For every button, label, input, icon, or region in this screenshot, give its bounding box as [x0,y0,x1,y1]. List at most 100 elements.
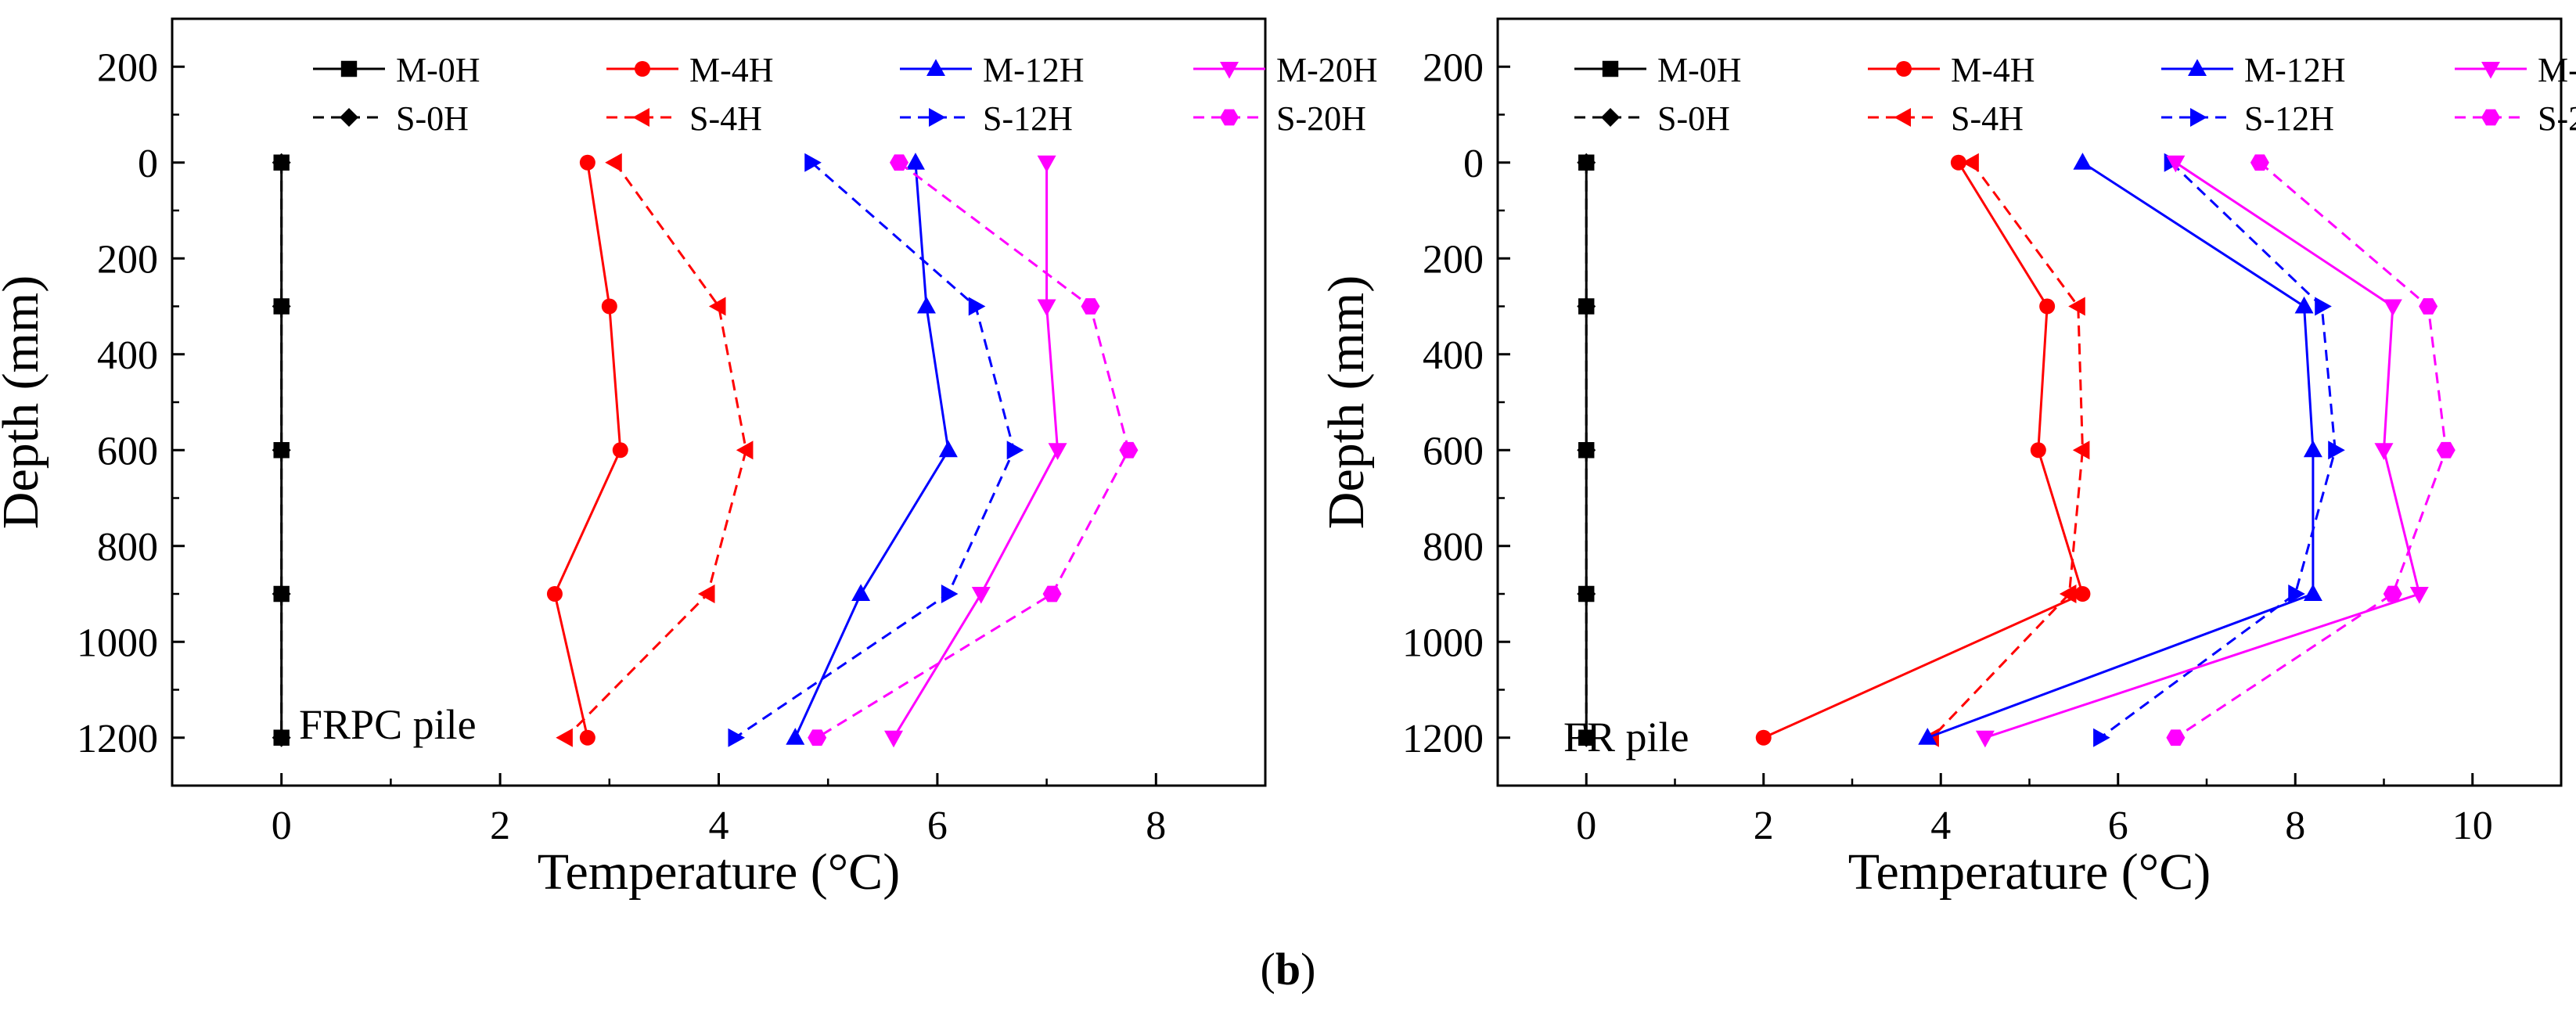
y-tick-label: 800 [97,525,158,570]
data-point-m-20h [1037,299,1056,317]
x-tick-label: 8 [1146,804,1166,848]
data-point-s-0h [272,153,291,172]
legend-label-m-12h: M-12H [2244,51,2346,89]
data-point-m-12h [1918,728,1937,745]
data-point-s-0h [1577,728,1596,747]
data-point-s-12h [1006,441,1024,460]
data-point-s-4h [605,153,622,172]
data-point-m-4h [601,298,617,315]
series-s-20h [2166,154,2455,746]
y-tick-label: 600 [97,429,158,473]
data-point-s-4h [2068,297,2085,316]
data-point-m-12h [905,153,925,170]
series-m-20h [884,155,1067,748]
legend-marker-s-20h [1220,109,1239,126]
figure-label: (b) [1261,944,1316,995]
data-point-m-12h [2303,584,2322,601]
x-tick-label: 2 [490,804,510,848]
data-point-s-4h [2059,585,2077,603]
data-point-s-12h [2328,441,2345,460]
x-tick-label: 10 [2452,804,2493,848]
data-point-s-4h [2072,441,2090,460]
data-point-s-12h [2315,297,2332,316]
series-line-m-20h [892,162,1060,739]
data-point-s-0h [272,585,291,603]
y-tick-label: 200 [1423,237,1484,282]
data-point-s-12h [941,585,959,603]
series-s-4h [1922,153,2090,747]
series-m-4h [1755,154,2091,746]
series-s-20h [808,154,1139,746]
data-point-s-20h [1042,585,1062,603]
legend-label-s-20h: S-20H [2538,99,2576,138]
data-point-s-20h [890,154,908,171]
series-line-m-12h [1927,161,2315,739]
legend-label-m-20h: M-20H [1276,51,1378,89]
series-line-m-12h [793,162,950,739]
series-s-0h [1577,153,1596,747]
x-tick-label: 6 [927,804,948,848]
data-point-m-20h [884,730,904,748]
pile-annotation: FRPC pile [299,701,477,748]
data-point-s-0h [272,441,291,460]
data-point-s-20h [808,729,827,746]
y-tick-label: 200 [1423,45,1484,90]
legend-label-s-12h: S-12H [983,99,1073,138]
y-tick-label: 1000 [1402,621,1484,665]
legend-marker-s-0h [340,108,358,127]
data-point-m-12h [851,584,871,601]
data-point-s-20h [2383,585,2402,603]
series-m-12h [1918,153,2322,745]
data-point-s-12h [2093,728,2110,747]
data-point-m-12h [938,440,958,458]
data-point-m-12h [2294,296,2314,314]
data-point-m-4h [2074,586,2091,602]
data-point-m-12h [786,728,805,745]
legend: M-0H M-4H M-12H M-20H S-0H S-4H S-12H S-20H [313,51,1378,138]
data-point-m-20h [2166,155,2186,173]
x-tick-label: 2 [1754,804,1774,848]
y-tick-label: 1200 [77,717,158,761]
legend-label-m-4h: M-4H [689,51,774,89]
series-line-s-20h [816,161,1130,739]
data-point-m-4h [2030,442,2046,459]
data-point-s-20h [2436,441,2455,459]
legend-label-s-4h: S-4H [1951,99,2024,138]
data-point-m-4h [546,586,563,602]
data-point-s-20h [2419,298,2438,315]
data-point-m-12h [916,296,936,314]
series-line-s-12h [734,161,1016,739]
data-point-m-20h [971,587,991,604]
x-tick-label: 4 [1930,804,1951,848]
data-point-m-20h [2409,587,2429,604]
data-point-s-20h [1119,441,1139,459]
data-point-s-12h [968,297,986,316]
legend-marker-s-12h [2190,108,2207,127]
legend-marker-s-4h [1894,108,1911,127]
legend-marker-s-0h [1601,108,1620,127]
data-point-s-12h [804,153,822,172]
y-tick-label: 1200 [1402,717,1484,761]
legend-label-m-0h: M-0H [1657,51,1742,89]
y-tick-label: 200 [97,237,158,282]
data-point-s-12h [2288,585,2305,603]
y-axis-title: Depth (mm) [0,275,49,529]
series-s-0h [272,153,291,747]
data-point-m-12h [2303,440,2322,458]
data-point-s-0h [1577,153,1596,172]
legend-label-m-12h: M-12H [983,51,1085,89]
data-point-m-4h [2039,298,2056,315]
data-point-s-0h [1577,297,1596,316]
legend-marker-s-20h [2481,109,2500,126]
chart-frpc-pile: 200 0 200 400 600 800 1000 1200 0 2 4 6 8 Temperature… [0,17,1378,901]
data-point-m-4h [579,154,595,171]
x-tick-label: 0 [1576,804,1596,848]
legend-marker-s-4h [632,108,649,127]
data-point-m-4h [1950,154,1966,171]
legend-marker-m-4h [635,61,650,77]
series-m-12h [786,153,958,745]
legend-marker-m-4h [1896,61,1912,77]
y-tick-label: 400 [1423,333,1484,378]
data-point-s-0h [1577,441,1596,460]
legend-label-m-20h: M-20H [2538,51,2576,89]
